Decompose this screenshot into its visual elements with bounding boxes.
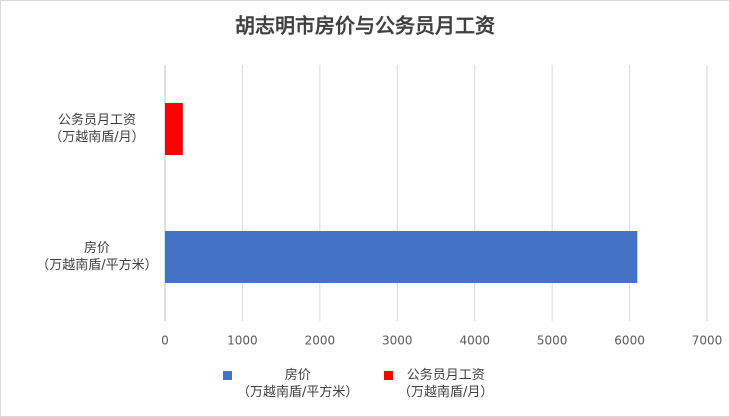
x-tick-label: 3000: [382, 334, 413, 348]
legend-swatch: [223, 371, 232, 380]
x-tick-label: 2000: [305, 334, 336, 348]
y-tick-label: 公务员月工资 （万越南盾/月）: [49, 113, 145, 145]
legend-label: 房价 （万越南盾/平方米）: [237, 368, 359, 400]
chart-title: 胡志明市房价与公务员月工资: [235, 14, 495, 38]
x-tick-label: 5000: [537, 334, 568, 348]
x-tick-label: 7000: [692, 334, 723, 348]
bar: [165, 231, 638, 283]
legend-item: 房价 （万越南盾/平方米）: [223, 367, 358, 401]
x-tick-label: 4000: [459, 334, 490, 348]
legend-label: 公务员月工资 （万越南盾/月）: [398, 368, 494, 400]
y-tick-label: 房价 （万越南盾/平方米）: [36, 241, 158, 273]
legend-item: 公务员月工资 （万越南盾/月）: [384, 367, 493, 401]
x-tick-label: 6000: [614, 334, 645, 348]
x-tick-label: 0: [161, 334, 169, 348]
bar: [165, 103, 183, 155]
legend-swatch: [384, 371, 393, 380]
x-tick-label: 1000: [227, 334, 258, 348]
